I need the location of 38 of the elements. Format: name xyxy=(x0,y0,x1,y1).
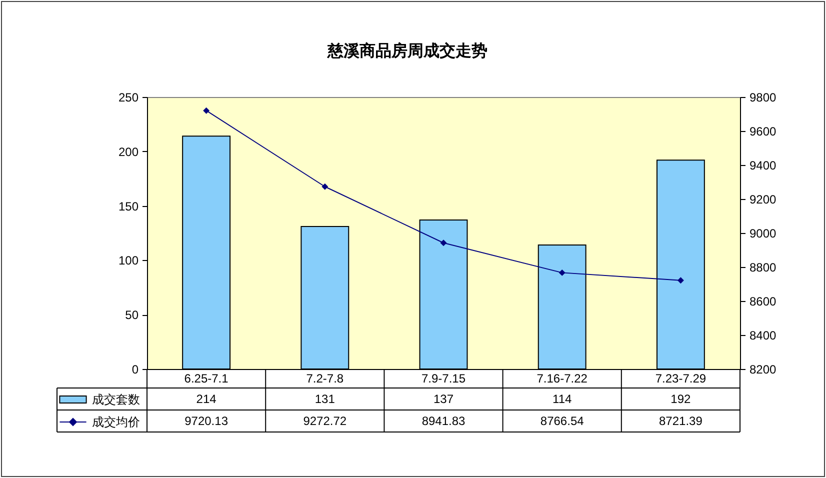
chart-title: 慈溪商品房周成交走势 xyxy=(326,41,488,60)
y2-tick-label: 8400 xyxy=(750,328,777,342)
point xyxy=(440,240,447,246)
point xyxy=(322,183,328,190)
y2-tick-label: 9800 xyxy=(750,90,777,104)
data-label: 8941.83 xyxy=(422,414,466,428)
y-tick-label: 150 xyxy=(118,199,139,214)
x-tick-label: 7.2-7.8 xyxy=(306,372,344,386)
data-label: 114 xyxy=(552,392,572,406)
data-label: 214 xyxy=(196,392,217,406)
x-tick-label: 7.9-7.15 xyxy=(421,372,466,386)
legend-label: 成交套数 xyxy=(92,392,140,406)
point xyxy=(677,277,684,284)
y2-tick-label: 9600 xyxy=(750,124,777,138)
y2-tick-label: 9400 xyxy=(750,158,777,172)
data-label: 137 xyxy=(433,392,454,406)
data-label: 9272.72 xyxy=(303,414,347,428)
y2-tick-label: 8200 xyxy=(750,362,777,376)
data-label: 8721.39 xyxy=(659,414,703,428)
x-tick-label: 6.25-7.1 xyxy=(184,372,229,386)
y-tick-label: 50 xyxy=(125,308,139,322)
y2-tick-label: 9000 xyxy=(750,226,777,240)
y2-tick-label: 8800 xyxy=(750,260,777,274)
y2-tick-label: 8600 xyxy=(750,294,777,308)
point xyxy=(203,107,210,114)
x-tick-label: 7.23-7.29 xyxy=(655,372,706,386)
legend-label: 成交均价 xyxy=(92,415,140,429)
y-tick-label: 250 xyxy=(118,90,139,104)
y-tick-label: 200 xyxy=(118,144,139,159)
data-label: 192 xyxy=(670,392,692,406)
x-tick-label: 7.16-7.22 xyxy=(536,372,588,386)
data-label: 131 xyxy=(314,392,336,406)
data-label: 9720.13 xyxy=(184,414,228,428)
point xyxy=(558,269,566,276)
data-label: 8766.54 xyxy=(540,414,584,428)
y-tick-label: 0 xyxy=(132,362,139,376)
y2-tick-label: 9200 xyxy=(750,192,777,206)
y-tick-label: 100 xyxy=(118,254,139,268)
